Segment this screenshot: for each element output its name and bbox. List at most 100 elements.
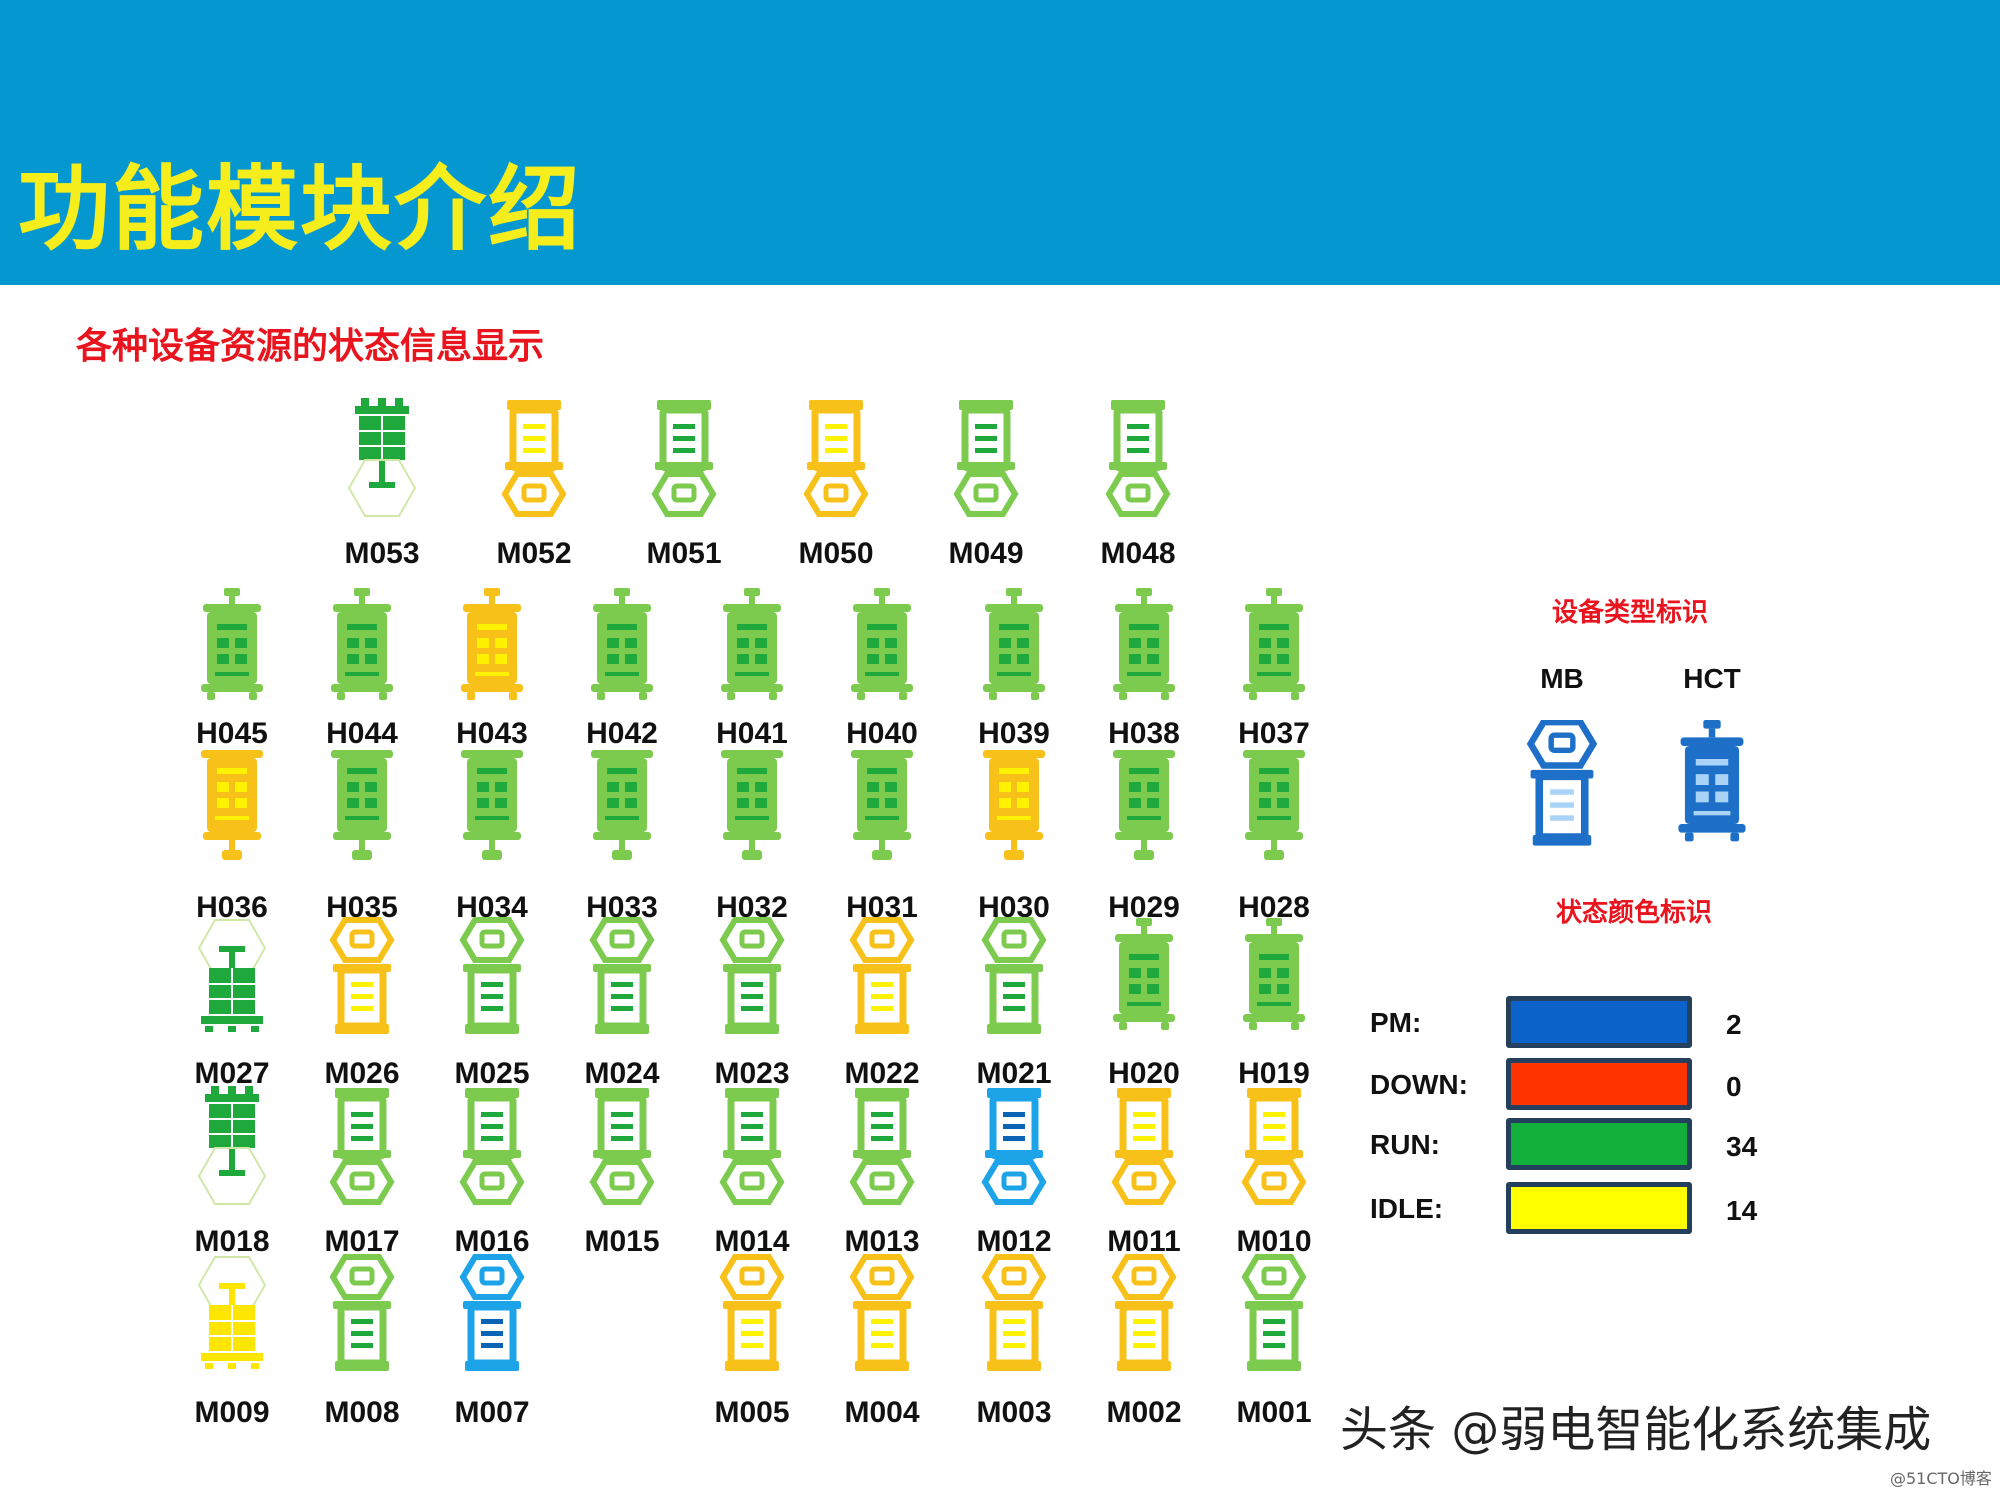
device-m001[interactable]: M001 [1214, 1254, 1334, 1435]
device-m017[interactable]: M017 [302, 1086, 422, 1266]
device-h033[interactable]: H033 [562, 750, 682, 930]
status-swatch [1506, 1058, 1692, 1110]
device-label: M021 [976, 1057, 1052, 1090]
device-m049[interactable]: M049 [926, 398, 1046, 578]
section-subtitle: 各种设备资源的状态信息显示 [76, 326, 545, 367]
device-m027[interactable]: M027 [172, 918, 292, 1098]
device-m005[interactable]: M005 [692, 1254, 812, 1435]
device-label: H043 [456, 717, 528, 750]
status-row-run: RUN: 34 [1370, 1118, 1790, 1174]
device-h036[interactable]: H036 [172, 750, 292, 930]
device-label: M005 [714, 1396, 790, 1429]
hct-device-icon [1113, 750, 1175, 860]
device-m009[interactable]: M009 [172, 1255, 292, 1435]
device-m023[interactable]: M023 [692, 917, 812, 1098]
device-m008[interactable]: M008 [302, 1254, 422, 1435]
watermark-small: @51CTO博客 [1890, 1469, 1992, 1488]
device-m007[interactable]: M007 [432, 1254, 552, 1435]
device-label: M007 [454, 1396, 530, 1429]
device-m011[interactable]: M011 [1084, 1086, 1204, 1266]
mb-device-icon [719, 1088, 785, 1205]
device-h037[interactable]: H037 [1214, 588, 1334, 768]
device-label: M026 [324, 1057, 400, 1090]
device-h031[interactable]: H031 [822, 750, 942, 930]
device-h040[interactable]: H040 [822, 588, 942, 768]
hct-device-icon [721, 588, 783, 700]
status-row-idle: IDLE: 14 [1370, 1182, 1790, 1238]
status-swatch [1506, 996, 1692, 1048]
device-m018[interactable]: M018 [172, 1086, 292, 1266]
hct-legend-glyph [1678, 720, 1746, 842]
hct-device-icon [1113, 588, 1175, 700]
mb-device-icon [1105, 400, 1171, 517]
hct-device-icon [1113, 918, 1175, 1030]
mb-device-icon [347, 398, 417, 517]
device-type-legend-title: 设备类型标识 [1552, 598, 1709, 628]
device-m048[interactable]: M048 [1078, 398, 1198, 578]
device-h038[interactable]: H038 [1084, 588, 1204, 768]
device-label: H041 [716, 717, 788, 750]
device-h020[interactable]: H020 [1084, 918, 1204, 1098]
device-h041[interactable]: H041 [692, 588, 812, 768]
mb-device-icon [981, 1088, 1047, 1205]
mb-device-icon [197, 919, 267, 1032]
watermark: 头条 @弱电智能化系统集成 [1340, 1402, 1932, 1458]
device-label: H042 [586, 717, 658, 750]
device-m052[interactable]: M052 [474, 398, 594, 578]
device-m053[interactable]: M053 [322, 398, 442, 578]
device-h043[interactable]: H043 [432, 588, 552, 768]
device-m016[interactable]: M016 [432, 1086, 552, 1266]
device-label: M014 [714, 1225, 790, 1258]
device-h045[interactable]: H045 [172, 588, 292, 768]
device-m025[interactable]: M025 [432, 917, 552, 1098]
device-h019[interactable]: H019 [1214, 918, 1334, 1098]
device-m013[interactable]: M013 [822, 1086, 942, 1266]
device-h044[interactable]: H044 [302, 588, 422, 768]
device-label: M027 [194, 1057, 270, 1090]
hct-device-icon [983, 588, 1045, 700]
device-label: M022 [844, 1057, 920, 1090]
mb-device-icon [1111, 1254, 1177, 1371]
device-m026[interactable]: M026 [302, 917, 422, 1098]
status-count: 34 [1726, 1131, 1758, 1162]
mb-device-icon [849, 1254, 915, 1371]
hct-device-icon [331, 588, 393, 700]
device-m015[interactable]: M015 [562, 1086, 682, 1266]
mb-device-icon [1522, 718, 1602, 850]
status-label: RUN: [1370, 1129, 1440, 1160]
legend-type-hct-label: HCT [1683, 663, 1741, 694]
device-m021[interactable]: M021 [954, 917, 1074, 1098]
device-m022[interactable]: M022 [822, 917, 942, 1098]
hct-device-icon [591, 750, 653, 860]
mb-legend-glyph [1526, 718, 1598, 846]
device-h042[interactable]: H042 [562, 588, 682, 768]
status-swatch [1506, 1182, 1692, 1234]
device-m051[interactable]: M051 [624, 398, 744, 578]
status-label: IDLE: [1370, 1193, 1444, 1224]
device-m012[interactable]: M012 [954, 1086, 1074, 1266]
device-label: M015 [584, 1225, 660, 1258]
device-m010[interactable]: M010 [1214, 1086, 1334, 1266]
device-m002[interactable]: M002 [1084, 1254, 1204, 1435]
device-h029[interactable]: H029 [1084, 750, 1204, 930]
device-label: H038 [1108, 717, 1180, 750]
device-m050[interactable]: M050 [776, 398, 896, 578]
device-h039[interactable]: H039 [954, 588, 1074, 768]
device-h032[interactable]: H032 [692, 750, 812, 930]
device-h028[interactable]: H028 [1214, 750, 1334, 930]
device-m024[interactable]: M024 [562, 917, 682, 1098]
mb-device-icon [459, 1254, 525, 1371]
device-label: M017 [324, 1225, 400, 1258]
legend-type-mb-label: MB [1540, 663, 1584, 694]
status-row-down: DOWN: 0 [1370, 1058, 1790, 1114]
device-m004[interactable]: M004 [822, 1254, 942, 1435]
device-h034[interactable]: H034 [432, 750, 552, 930]
device-h035[interactable]: H035 [302, 750, 422, 930]
device-h030[interactable]: H030 [954, 750, 1074, 930]
device-m014[interactable]: M014 [692, 1086, 812, 1266]
mb-device-icon [849, 1088, 915, 1205]
mb-device-icon [329, 1088, 395, 1205]
mb-device-icon [719, 917, 785, 1034]
device-m003[interactable]: M003 [954, 1254, 1074, 1435]
device-label: H044 [326, 717, 398, 750]
